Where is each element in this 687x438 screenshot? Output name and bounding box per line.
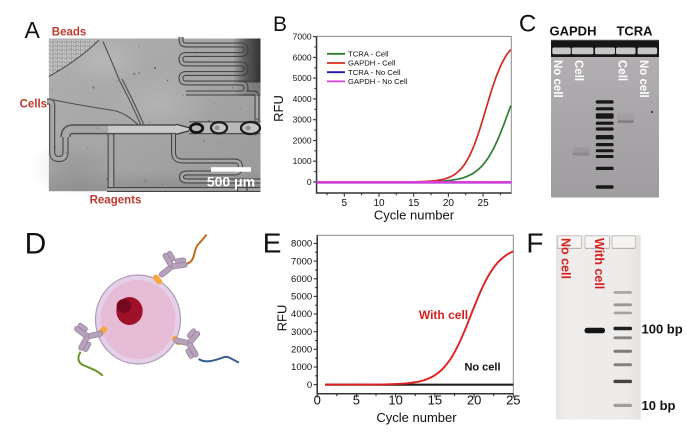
svg-text:10: 10 <box>388 392 402 407</box>
svg-text:6000: 6000 <box>293 52 312 62</box>
svg-text:7000: 7000 <box>291 256 312 267</box>
svg-text:1000: 1000 <box>293 156 312 166</box>
svg-text:6000: 6000 <box>291 274 312 285</box>
svg-text:20: 20 <box>443 198 455 209</box>
svg-text:Reagents: Reagents <box>90 194 142 206</box>
svg-text:E: E <box>263 227 282 258</box>
svg-text:15: 15 <box>428 392 442 407</box>
svg-text:5: 5 <box>342 198 348 209</box>
svg-text:Cycle number: Cycle number <box>374 208 455 223</box>
svg-text:10: 10 <box>373 198 385 209</box>
svg-text:TCRA: TCRA <box>616 24 653 39</box>
svg-text:3000: 3000 <box>293 115 312 125</box>
svg-text:No cell: No cell <box>464 362 500 374</box>
svg-text:GAPDH: GAPDH <box>550 24 597 39</box>
svg-text:4000: 4000 <box>293 94 312 104</box>
svg-text:Cell: Cell <box>615 60 627 81</box>
svg-text:No cell: No cell <box>637 60 649 98</box>
svg-text:Beads: Beads <box>52 26 87 38</box>
svg-text:20: 20 <box>467 392 481 407</box>
svg-text:No cell: No cell <box>559 238 573 279</box>
svg-text:2000: 2000 <box>293 136 312 146</box>
svg-text:A: A <box>25 17 41 43</box>
svg-text:With cell: With cell <box>592 238 606 289</box>
svg-text:TCRA - Cell: TCRA - Cell <box>348 50 389 59</box>
svg-text:7000: 7000 <box>293 32 312 42</box>
svg-text:3000: 3000 <box>291 327 312 338</box>
svg-text:1000: 1000 <box>291 362 312 373</box>
svg-text:C: C <box>519 10 536 37</box>
svg-text:0: 0 <box>307 177 312 187</box>
svg-text:5000: 5000 <box>291 292 312 303</box>
svg-text:8000: 8000 <box>291 239 312 250</box>
svg-text:With cell: With cell <box>419 308 468 322</box>
svg-text:B: B <box>273 13 287 36</box>
svg-text:F: F <box>526 227 543 258</box>
svg-text:4000: 4000 <box>291 309 312 320</box>
svg-text:TCRA - No Cell: TCRA - No Cell <box>348 68 401 77</box>
svg-text:0: 0 <box>307 380 312 391</box>
svg-text:25: 25 <box>478 198 490 209</box>
svg-text:Cells: Cells <box>20 99 47 111</box>
svg-text:GAPDH - No Cell: GAPDH - No Cell <box>348 77 408 86</box>
svg-text:GAPDH - Cell: GAPDH - Cell <box>348 59 396 68</box>
svg-text:0: 0 <box>314 392 321 407</box>
svg-text:Cycle number: Cycle number <box>376 410 457 425</box>
svg-text:2000: 2000 <box>291 345 312 356</box>
svg-text:100 bp: 100 bp <box>642 322 683 337</box>
svg-text:RFU: RFU <box>271 95 286 122</box>
svg-text:10 bp: 10 bp <box>642 398 676 413</box>
svg-text:25: 25 <box>506 392 520 407</box>
svg-text:D: D <box>25 228 47 261</box>
svg-text:500 μm: 500 μm <box>207 174 255 190</box>
svg-text:5000: 5000 <box>293 73 312 83</box>
svg-text:5: 5 <box>353 392 360 407</box>
svg-text:No cell: No cell <box>551 60 563 98</box>
svg-text:15: 15 <box>408 198 420 209</box>
svg-text:RFU: RFU <box>275 305 290 332</box>
svg-text:Cell: Cell <box>572 60 584 81</box>
